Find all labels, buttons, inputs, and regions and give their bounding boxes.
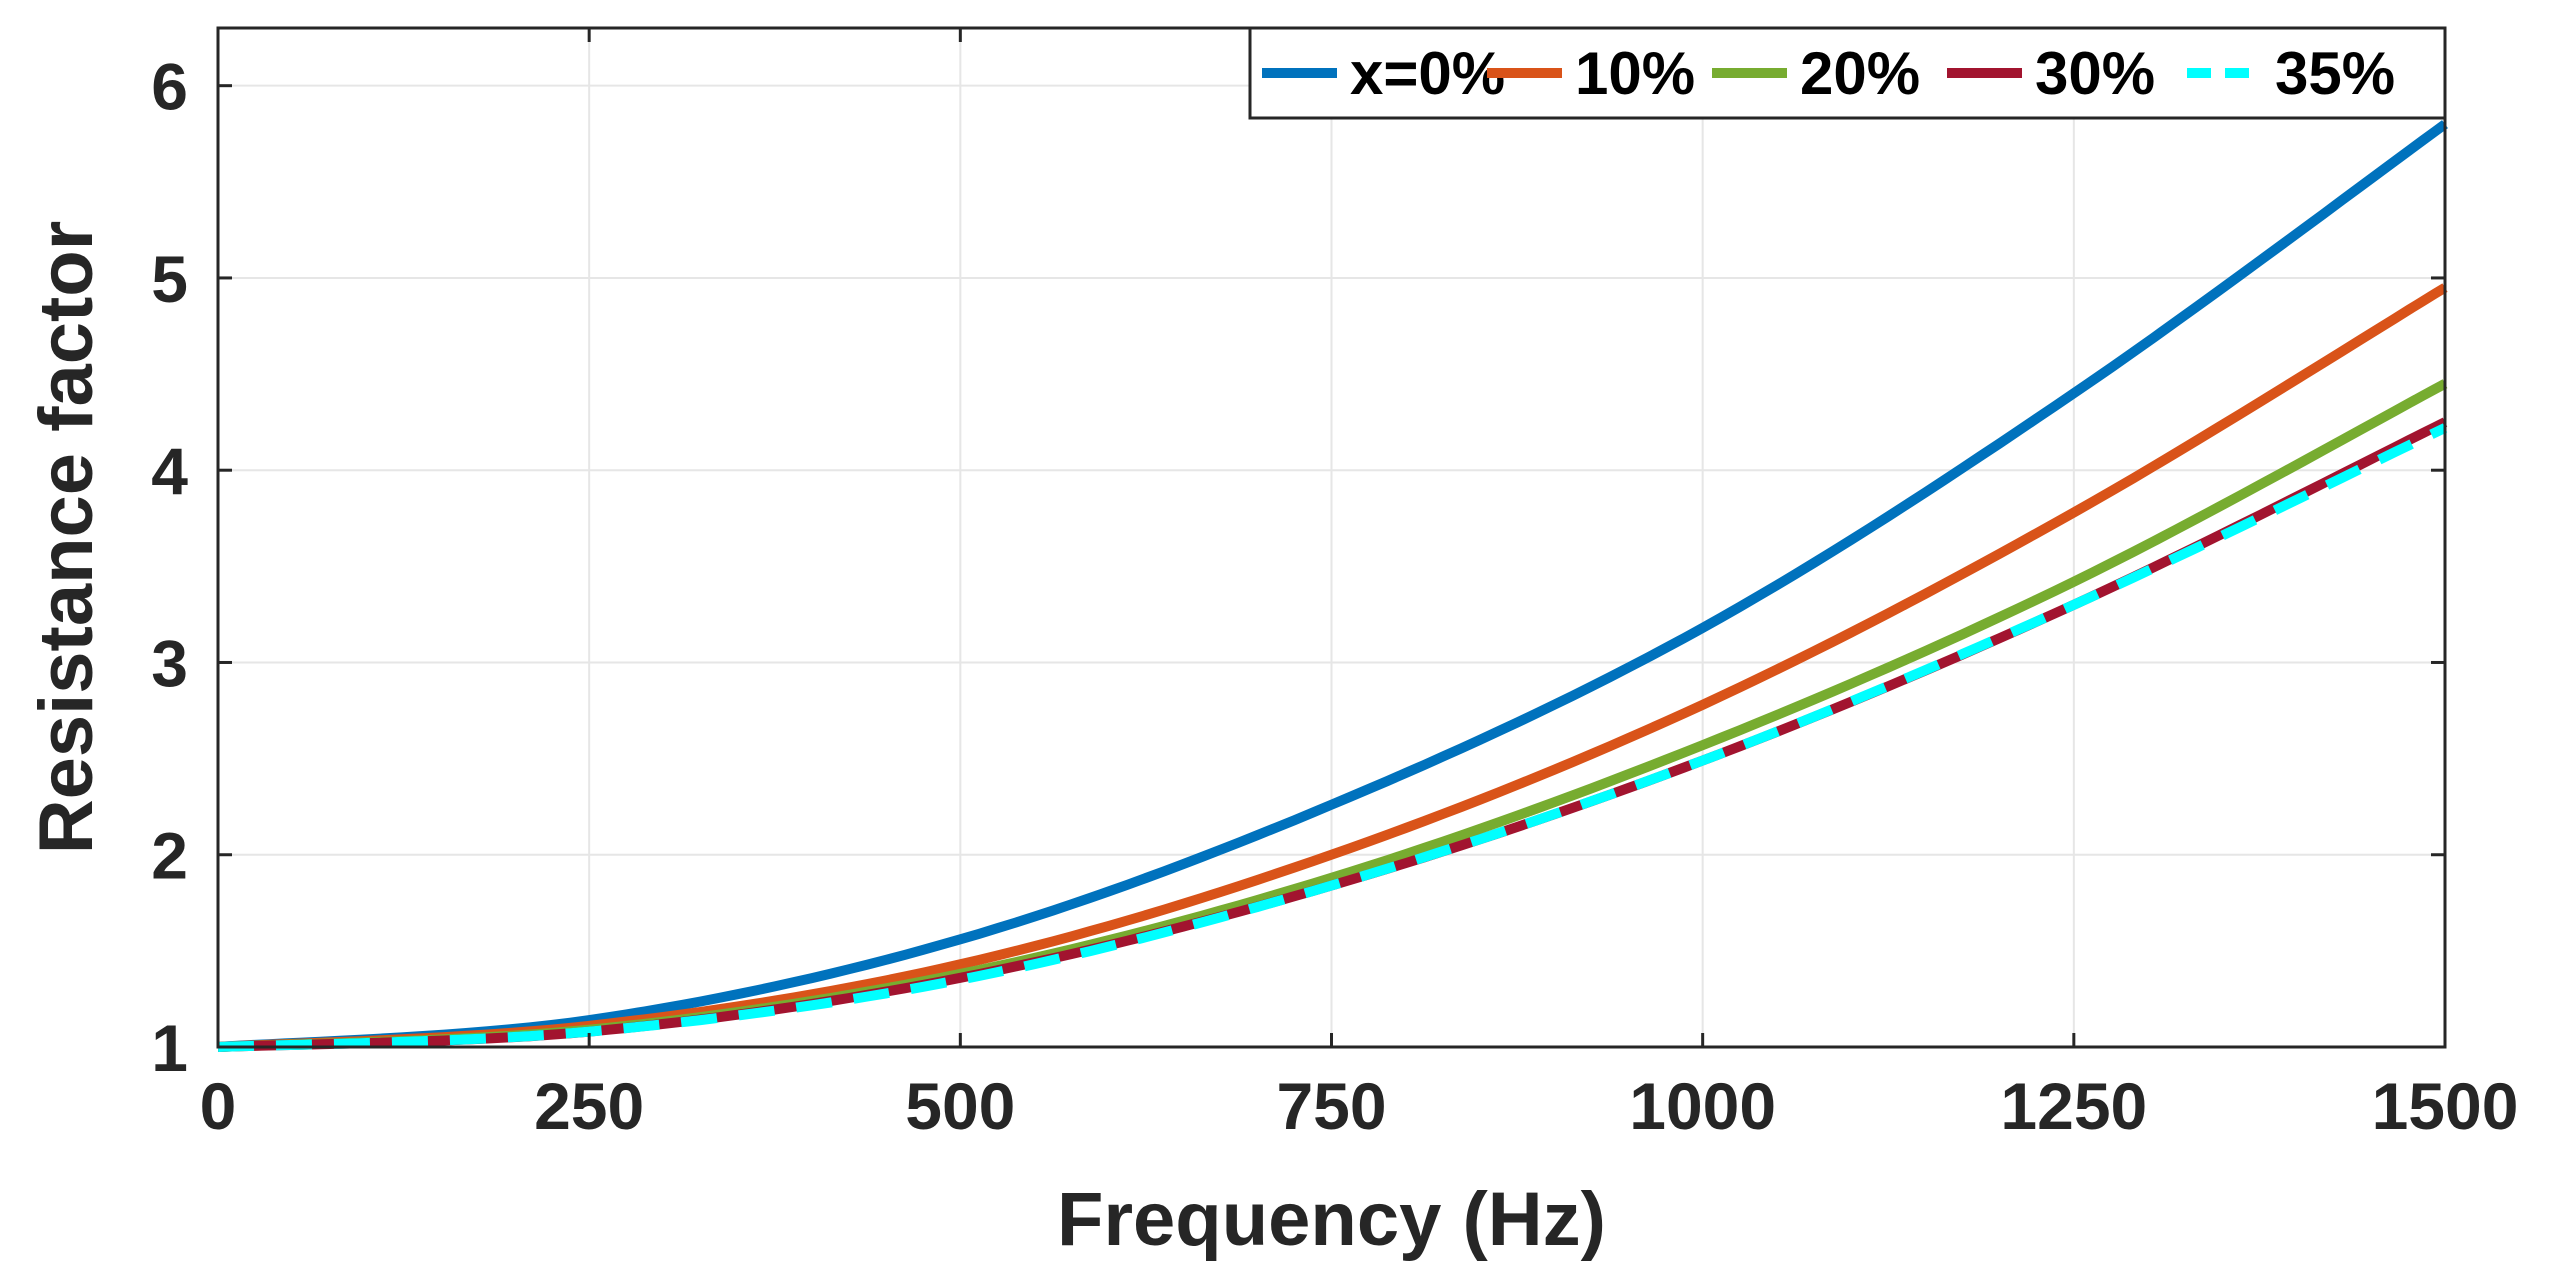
legend: x=0% 10% 20% 30% 35% <box>1248 26 2447 120</box>
legend-label-4: 30% <box>2035 40 2155 107</box>
x-tick-label: 500 <box>905 1069 1015 1143</box>
x-axis-title: Frequency (Hz) <box>1057 1177 1606 1262</box>
y-tick-label: 3 <box>151 626 188 700</box>
y-axis-title: Resistance factor <box>24 221 109 855</box>
x-tick-label: 750 <box>1276 1069 1386 1143</box>
legend-label-5: 35% <box>2275 40 2395 107</box>
legend-label-3: 20% <box>1800 40 1920 107</box>
y-tick-label: 4 <box>151 434 188 508</box>
y-tick-label: 1 <box>151 1011 188 1085</box>
series-line-1 <box>217 120 2448 1052</box>
x-tick-label: 250 <box>534 1069 644 1143</box>
x-tick-labels: 0 250 500 750 1000 1250 1500 <box>200 1069 2519 1143</box>
legend-label-1: x=0% <box>1350 40 1505 107</box>
x-tick-label: 0 <box>200 1069 237 1143</box>
series-line-5 <box>217 423 2448 1052</box>
y-tick-label: 6 <box>151 50 188 124</box>
x-tick-label: 1250 <box>2000 1069 2147 1143</box>
legend-label-2: 10% <box>1575 40 1695 107</box>
y-tick-label: 5 <box>151 242 188 316</box>
y-tick-label: 2 <box>151 819 188 893</box>
x-tick-label: 1500 <box>2372 1069 2519 1143</box>
series-lines <box>217 120 2448 1052</box>
x-tick-label: 1000 <box>1629 1069 1776 1143</box>
y-tick-labels: 1 2 3 4 5 6 <box>151 50 188 1085</box>
